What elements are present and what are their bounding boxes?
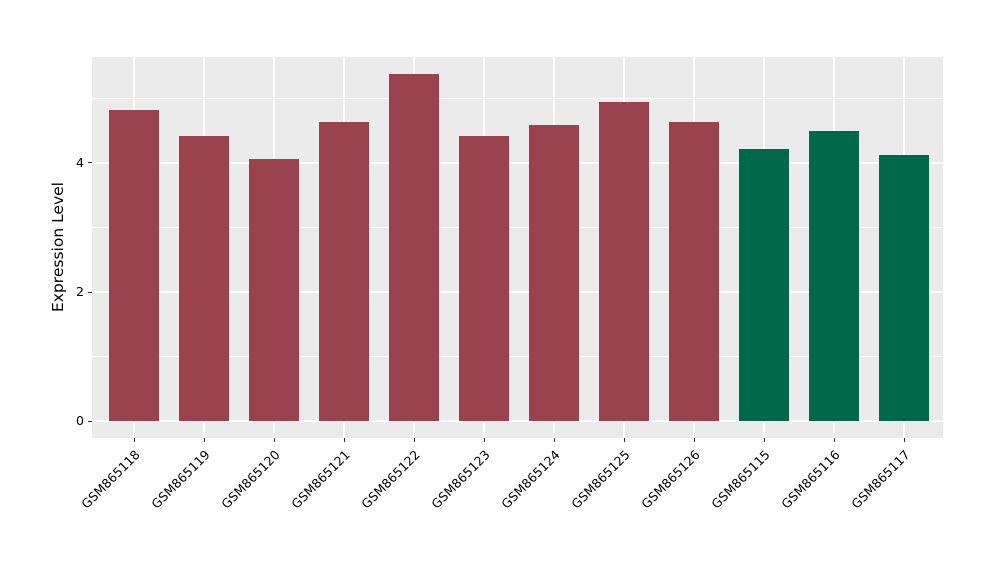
y-tick [88,162,92,164]
x-tick-label: GSM865116 [778,447,843,512]
x-tick [133,438,135,442]
x-tick [203,438,205,442]
minor-gridline [92,226,943,228]
x-tick [483,438,485,442]
y-tick [88,291,92,293]
x-tick [553,438,555,442]
bar-GSM865122 [389,74,439,422]
bar-GSM865126 [669,121,719,422]
x-tick-label: GSM865118 [78,447,143,512]
y-axis-title: Expression Level [49,182,67,312]
y-tick [88,420,92,422]
x-tick-label: GSM865122 [358,447,423,512]
x-tick [413,438,415,442]
bar-GSM865116 [809,131,859,422]
bar-GSM865124 [529,124,579,422]
x-tick-label: GSM865115 [708,447,773,512]
bar-GSM865123 [459,135,509,422]
x-tick [273,438,275,442]
x-tick [623,438,625,442]
x-tick-label: GSM865121 [288,447,353,512]
bar-GSM865121 [319,121,369,422]
bar-GSM865125 [599,102,649,422]
bar-GSM865118 [109,109,159,422]
major-gridline [92,291,943,293]
x-tick [693,438,695,442]
bar-GSM865119 [179,135,229,422]
x-tick [763,438,765,442]
major-gridline [92,162,943,164]
bar-GSM865115 [739,149,789,422]
y-tick-label: 0 [76,413,84,429]
x-tick-label: GSM865119 [148,447,213,512]
bar-GSM865120 [249,159,299,422]
x-tick-label: GSM865126 [638,447,703,512]
y-tick-label: 4 [76,154,84,170]
plot-panel [92,57,943,438]
x-tick [343,438,345,442]
x-tick-label: GSM865123 [428,447,493,512]
x-tick-label: GSM865124 [498,447,563,512]
x-tick-label: GSM865120 [218,447,283,512]
minor-gridline [92,356,943,358]
x-tick [833,438,835,442]
minor-gridline [92,97,943,99]
x-tick-label: GSM865117 [848,447,913,512]
major-gridline [92,420,943,422]
x-tick [903,438,905,442]
bar-GSM865117 [879,155,929,422]
y-tick-label: 2 [76,284,84,300]
x-tick-label: GSM865125 [568,447,633,512]
